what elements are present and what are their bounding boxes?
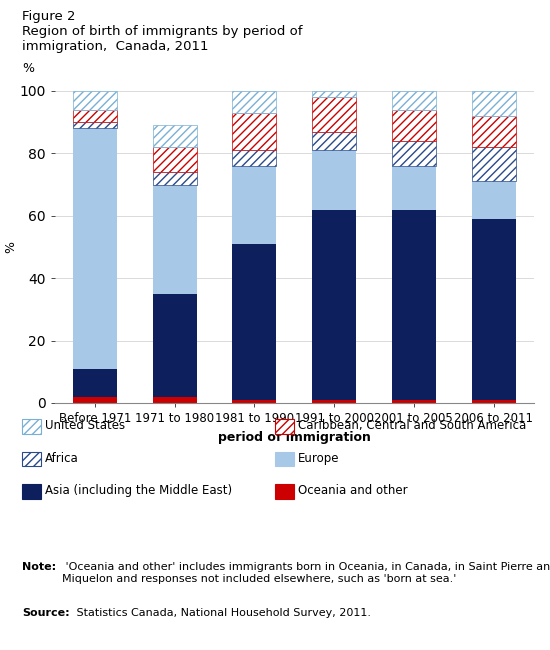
Bar xyxy=(153,396,196,403)
Bar xyxy=(472,400,515,403)
Bar xyxy=(312,131,356,150)
Bar xyxy=(392,91,436,110)
Text: Oceania and other: Oceania and other xyxy=(298,484,408,497)
Bar xyxy=(73,129,117,369)
Bar xyxy=(233,400,276,403)
Bar xyxy=(312,209,356,400)
Bar xyxy=(153,172,196,185)
Bar xyxy=(153,185,196,294)
Bar xyxy=(233,166,276,244)
Text: Asia (including the Middle East): Asia (including the Middle East) xyxy=(45,484,232,497)
Bar xyxy=(233,113,276,150)
Bar xyxy=(472,181,515,219)
Bar xyxy=(73,396,117,403)
Bar xyxy=(73,369,117,396)
Bar xyxy=(233,244,276,400)
Text: Region of birth of immigrants by period of: Region of birth of immigrants by period … xyxy=(22,25,302,38)
Text: Figure 2: Figure 2 xyxy=(22,10,75,23)
Text: Note:: Note: xyxy=(22,562,56,572)
Bar xyxy=(73,91,117,110)
Bar xyxy=(233,91,276,113)
Text: Africa: Africa xyxy=(45,452,79,465)
Text: Europe: Europe xyxy=(298,452,339,465)
Bar xyxy=(73,122,117,129)
Text: %: % xyxy=(22,62,34,75)
Bar xyxy=(392,166,436,209)
Text: immigration,  Canada, 2011: immigration, Canada, 2011 xyxy=(22,40,208,53)
Bar xyxy=(153,294,196,396)
Bar xyxy=(312,150,356,209)
Text: 'Oceania and other' includes immigrants born in Oceania, in Canada, in Saint Pie: 'Oceania and other' includes immigrants … xyxy=(62,562,550,584)
Text: Source:: Source: xyxy=(22,608,70,617)
Bar xyxy=(472,116,515,147)
Text: Statistics Canada, National Household Survey, 2011.: Statistics Canada, National Household Su… xyxy=(73,608,371,617)
Y-axis label: %: % xyxy=(4,241,17,253)
Bar xyxy=(312,98,356,131)
Bar xyxy=(312,400,356,403)
Bar xyxy=(153,125,196,147)
X-axis label: period of immigration: period of immigration xyxy=(218,430,371,443)
Bar xyxy=(73,110,117,122)
Bar xyxy=(472,219,515,400)
Bar xyxy=(312,91,356,98)
Bar xyxy=(472,91,515,116)
Text: Caribbean, Central and South America: Caribbean, Central and South America xyxy=(298,419,526,432)
Text: United States: United States xyxy=(45,419,125,432)
Bar xyxy=(392,141,436,166)
Bar xyxy=(392,209,436,400)
Bar xyxy=(392,400,436,403)
Bar xyxy=(392,110,436,141)
Bar xyxy=(233,150,276,166)
Bar xyxy=(472,147,515,181)
Bar xyxy=(153,147,196,172)
